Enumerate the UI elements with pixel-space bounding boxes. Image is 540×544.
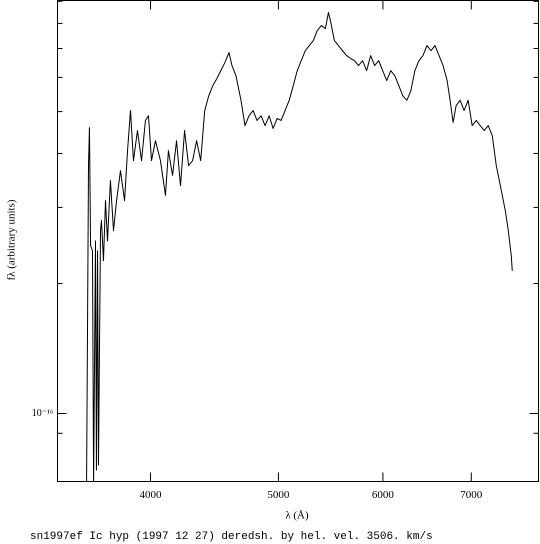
- caption: sn1997ef Ic hyp (1997 12 27) deredsh. by…: [30, 531, 433, 543]
- x-tick-label: 5000: [267, 489, 290, 501]
- x-tick-label: 7000: [460, 489, 483, 501]
- x-tick-label: 4000: [139, 489, 162, 501]
- spectrum-line: [86, 12, 513, 481]
- y-tick-label: 10⁻¹⁶: [32, 408, 54, 419]
- y-axis-label: fλ (arbitrary units): [6, 199, 18, 280]
- x-tick-label: 6000: [372, 489, 395, 501]
- x-axis-label: λ (Å): [285, 510, 309, 522]
- plot-frame: [57, 0, 539, 482]
